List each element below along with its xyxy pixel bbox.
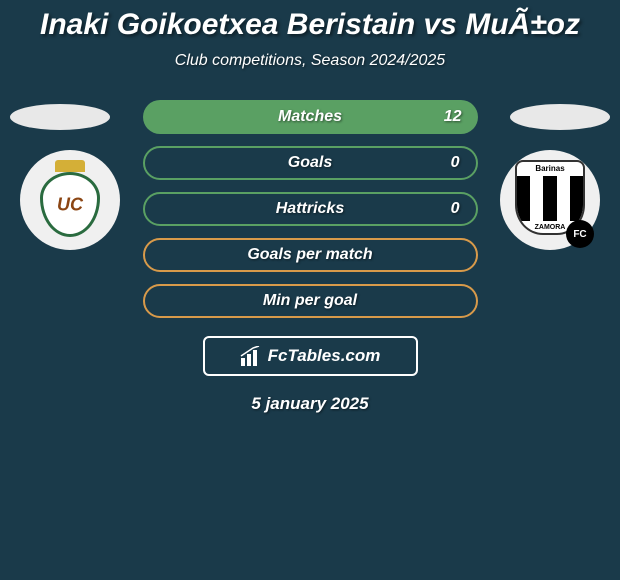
crown-icon bbox=[55, 160, 85, 172]
shield-left-icon: UC bbox=[40, 172, 100, 237]
stat-pill-min-per-goal: Min per goal bbox=[143, 284, 478, 318]
stat-value: 0 bbox=[451, 200, 460, 218]
shield-stripes-icon bbox=[517, 176, 583, 221]
stat-pill-hattricks: Hattricks 0 bbox=[143, 192, 478, 226]
stat-pill-matches: Matches 12 bbox=[143, 100, 478, 134]
infographic-container: Inaki Goikoetxea Beristain vs MuÃ±oz Clu… bbox=[0, 0, 620, 580]
club-badge-right: Barinas ZAMORA FC bbox=[500, 150, 600, 250]
shield-right-top: Barinas bbox=[517, 162, 583, 173]
shield-left-letters: UC bbox=[57, 194, 83, 215]
stat-value: 0 bbox=[451, 154, 460, 172]
fc-badge: FC bbox=[566, 220, 594, 248]
club-crest-right: Barinas ZAMORA FC bbox=[510, 160, 590, 240]
club-badge-left: UC bbox=[20, 150, 120, 250]
stat-label: Matches bbox=[278, 108, 342, 126]
stats-area: UC Barinas ZAMORA FC bbox=[0, 100, 620, 318]
bar-chart-icon bbox=[240, 346, 262, 366]
subtitle: Club competitions, Season 2024/2025 bbox=[175, 52, 445, 70]
player-ellipse-left bbox=[10, 104, 110, 130]
date-text: 5 january 2025 bbox=[251, 394, 368, 414]
stat-value: 12 bbox=[444, 108, 462, 126]
stat-label: Min per goal bbox=[263, 292, 357, 310]
stat-pill-column: Matches 12 Goals 0 Hattricks 0 Goals per… bbox=[143, 100, 478, 318]
site-logo-box: FcTables.com bbox=[203, 336, 418, 376]
stat-pill-goals-per-match: Goals per match bbox=[143, 238, 478, 272]
site-logo-text: FcTables.com bbox=[268, 346, 381, 366]
stat-pill-goals: Goals 0 bbox=[143, 146, 478, 180]
stat-label: Hattricks bbox=[276, 200, 344, 218]
player-ellipse-right bbox=[510, 104, 610, 130]
stat-label: Goals bbox=[288, 154, 332, 172]
stat-label: Goals per match bbox=[247, 246, 372, 264]
club-crest-left: UC bbox=[35, 160, 105, 240]
page-title: Inaki Goikoetxea Beristain vs MuÃ±oz bbox=[40, 8, 580, 42]
